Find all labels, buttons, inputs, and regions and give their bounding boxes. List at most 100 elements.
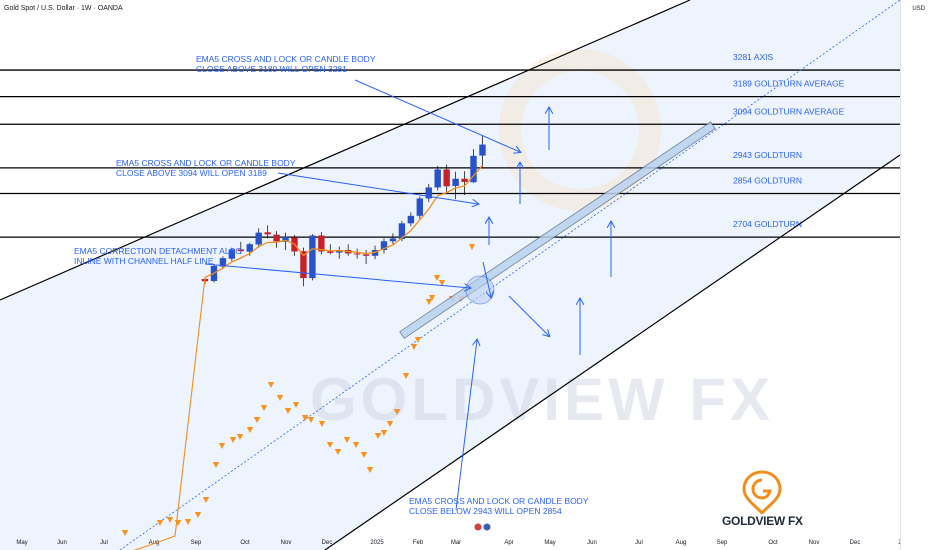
signal-marker-icon xyxy=(410,344,418,350)
candle-body xyxy=(246,244,253,252)
candle-body xyxy=(318,235,325,252)
x-tick-label: Jun xyxy=(587,540,597,546)
candle-body xyxy=(461,178,468,182)
signal-marker-icon xyxy=(166,517,174,523)
signal-marker-icon xyxy=(433,275,441,281)
candle-body xyxy=(416,198,423,216)
candle-body xyxy=(309,235,316,279)
ema5-line-start xyxy=(133,277,206,550)
candle-body xyxy=(479,144,486,156)
price-scale[interactable]: USD xyxy=(900,0,932,550)
x-tick-label: Jul xyxy=(635,540,643,546)
signal-marker-icon xyxy=(260,405,268,411)
watermark-logo-icon xyxy=(499,49,661,211)
signal-marker-icon xyxy=(253,417,261,423)
candle-body xyxy=(353,253,361,255)
level-label: 2854 GOLDTURN xyxy=(733,176,802,186)
candle-body xyxy=(327,251,334,253)
annotation-text: CLOSE ABOVE 3094 WILL OPEN 3189 xyxy=(116,168,267,178)
signal-marker-icon xyxy=(276,395,284,401)
currency-label: USD xyxy=(912,6,925,12)
signal-marker-icon xyxy=(236,434,244,440)
candle-body xyxy=(264,232,271,235)
x-tick-label: Sep xyxy=(717,540,728,546)
x-tick-label: Sep xyxy=(191,540,202,546)
ema5-line xyxy=(204,164,483,279)
signal-marker-icon xyxy=(184,519,192,525)
pin-icon xyxy=(742,470,782,516)
candle-body xyxy=(389,238,397,242)
channel-fill xyxy=(0,0,900,550)
channel-upper-line xyxy=(0,0,691,301)
signal-marker-icon xyxy=(194,512,202,518)
candle-body xyxy=(380,241,388,250)
signal-marker-icon xyxy=(121,530,129,536)
signal-marker-icon xyxy=(352,442,360,448)
x-tick-label: Dec xyxy=(850,540,861,546)
signal-marker-icon xyxy=(380,430,388,436)
signal-marker-icon xyxy=(156,520,164,526)
signal-marker-icon xyxy=(267,382,275,388)
signal-marker-icon xyxy=(292,402,300,408)
candle-body xyxy=(470,155,477,183)
candle-body xyxy=(434,169,441,188)
level-label: 2704 GOLDTURN xyxy=(733,219,802,229)
annotation-text: EMA5 CROSS AND LOCK OR CANDLE BODY xyxy=(409,496,589,506)
signal-marker-icon xyxy=(386,421,394,427)
projection-arrow xyxy=(508,295,549,336)
signal-marker-icon xyxy=(202,497,210,503)
annotation-arrow xyxy=(204,263,470,288)
signal-marker-icon xyxy=(218,443,226,449)
signal-marker-icon xyxy=(301,415,309,421)
candle-body xyxy=(425,187,432,199)
x-tick-label: Feb xyxy=(413,540,424,546)
annotation-text: INLINE WITH CHANNEL HALF LINE xyxy=(74,256,214,266)
x-tick-label: Nov xyxy=(809,540,820,546)
x-tick-label: Jul xyxy=(100,540,108,546)
candle-body xyxy=(255,232,262,245)
candle-body xyxy=(300,251,307,279)
signal-marker-icon xyxy=(425,299,433,305)
x-tick-label: Oct xyxy=(768,540,778,546)
candle-body xyxy=(407,215,415,224)
watermark-text: GOLDVIEW FX xyxy=(310,366,774,433)
signal-marker-icon xyxy=(334,449,342,455)
signal-marker-icon xyxy=(174,520,182,526)
annotation-text: CLOSE ABOVE 3189 WILL OPEN 3281 xyxy=(196,64,347,74)
x-tick-label: May xyxy=(544,540,555,546)
candle-body xyxy=(452,178,459,186)
candle-body xyxy=(237,249,244,252)
x-tick-label: 2025 xyxy=(370,540,384,546)
flag-icon xyxy=(474,523,482,531)
signal-marker-icon xyxy=(366,467,374,473)
candle-body xyxy=(362,254,370,256)
x-tick-label: Oct xyxy=(240,540,250,546)
signal-marker-icon xyxy=(284,408,292,414)
x-tick-label: May xyxy=(16,540,27,546)
x-tick-label: Nov xyxy=(281,540,292,546)
annotation-arrow xyxy=(354,79,520,152)
x-tick-label: Apr xyxy=(504,540,513,546)
signal-marker-icon xyxy=(360,452,368,458)
candle-body xyxy=(273,234,280,242)
signal-marker-icon xyxy=(212,462,220,468)
candle-body xyxy=(443,169,450,187)
flag-icon xyxy=(483,523,491,531)
signal-marker-icon xyxy=(414,337,422,343)
candle-body xyxy=(398,223,406,239)
annotation-text: CLOSE BELOW 2943 WILL OPEN 2854 xyxy=(409,506,562,516)
brand-logo: GOLDVIEW FX xyxy=(722,470,803,530)
annotation-arrow xyxy=(455,340,477,511)
annotation-arrow xyxy=(277,172,478,204)
candle-body xyxy=(336,249,343,253)
annotation-text: EMA5 CROSS AND LOCK OR CANDLE BODY xyxy=(116,158,296,168)
candle-body xyxy=(228,249,236,259)
signal-marker-icon xyxy=(307,417,315,423)
x-tick-label: Mar xyxy=(451,540,461,546)
annotation-text: EMA5 CROSS AND LOCK OR CANDLE BODY xyxy=(196,54,376,64)
x-tick-label: Dec xyxy=(322,540,333,546)
signal-marker-icon xyxy=(428,295,436,301)
signal-marker-icon xyxy=(468,244,476,250)
signal-marker-icon xyxy=(402,373,410,379)
